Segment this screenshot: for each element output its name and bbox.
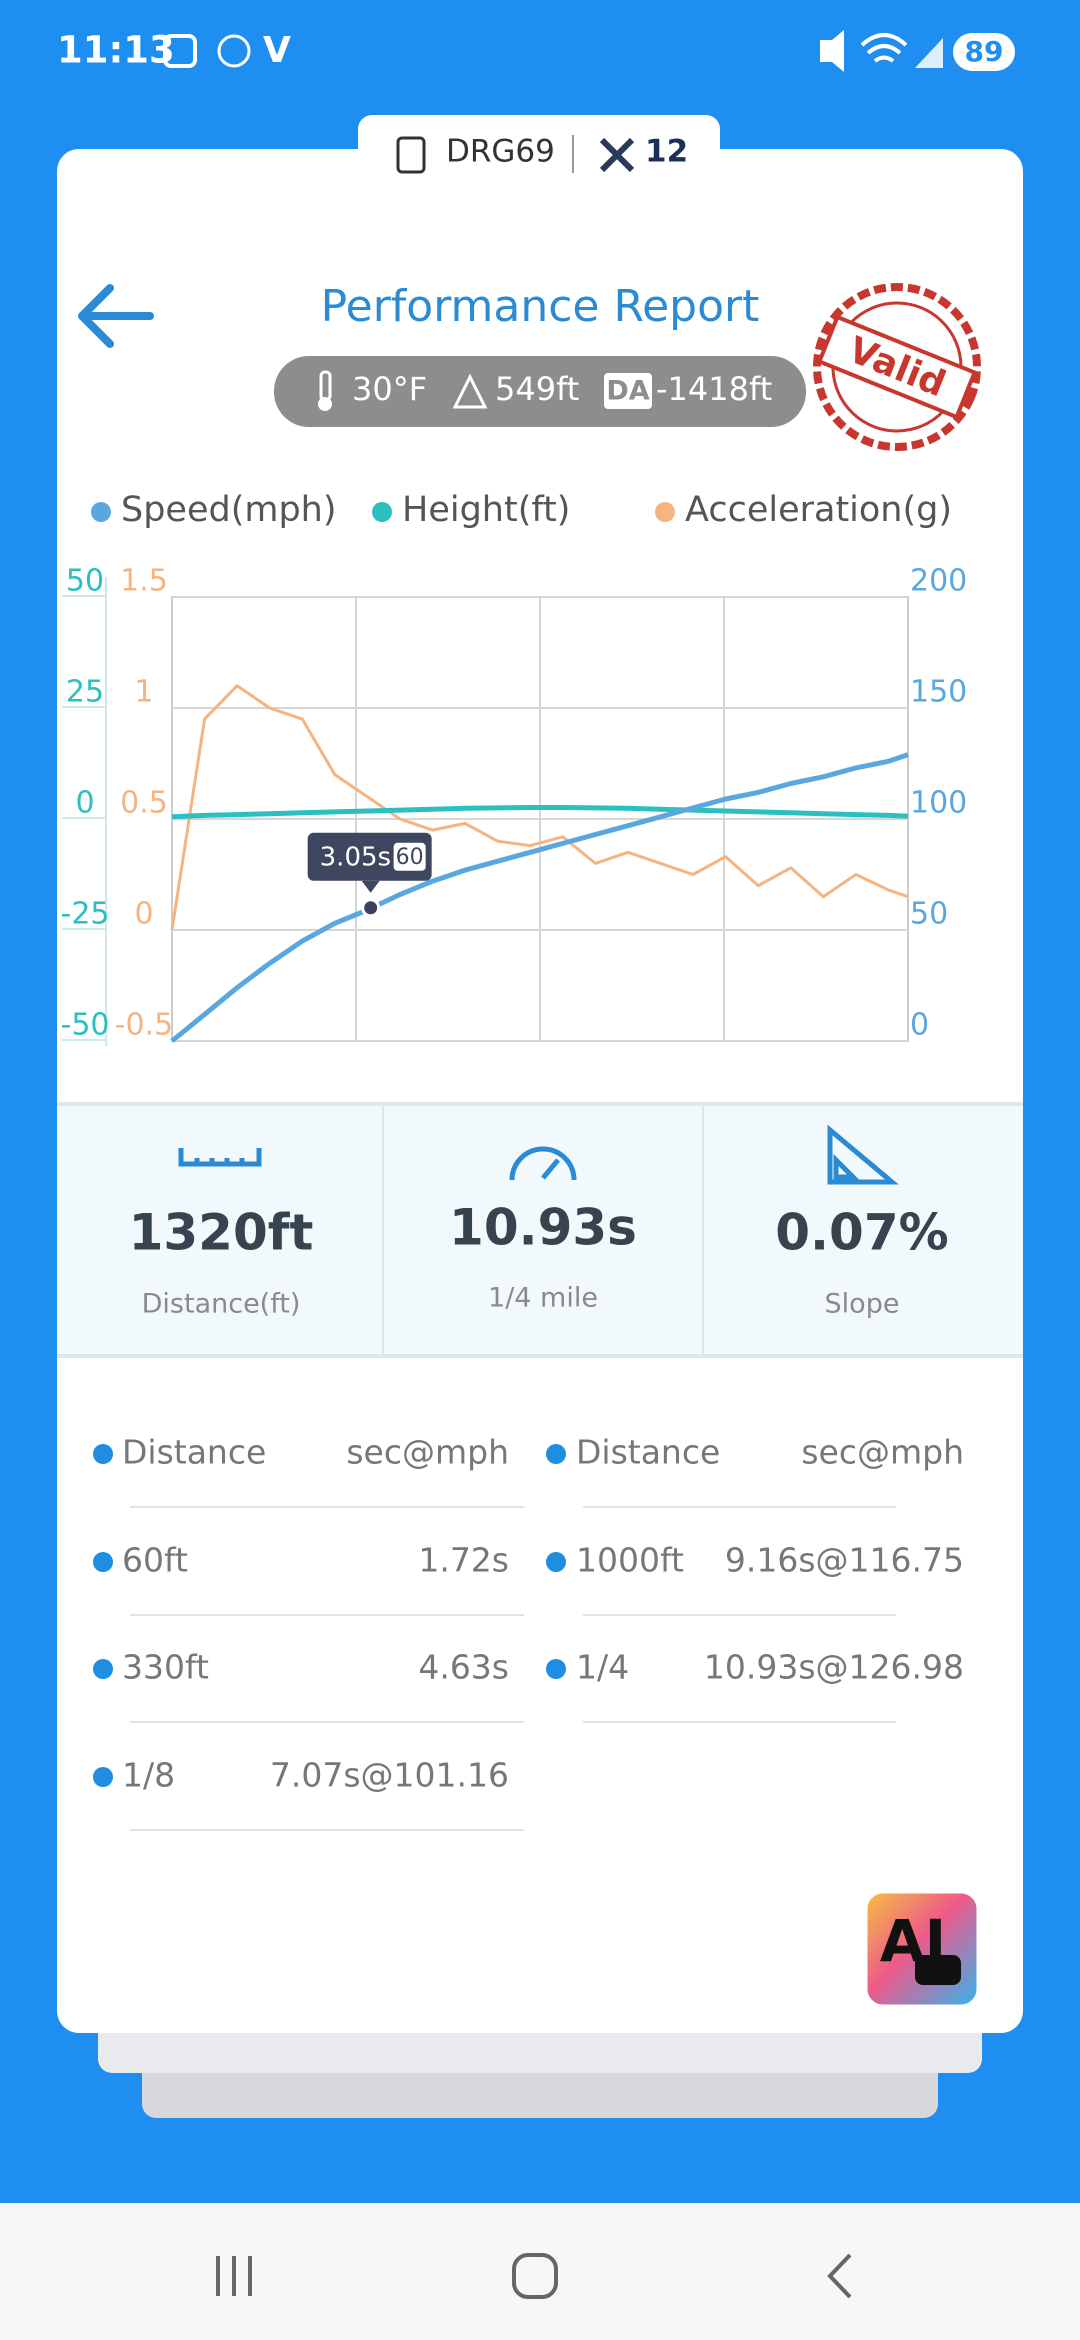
stat-value: 10.93s	[449, 1199, 637, 1257]
row-label: 1000ft	[576, 1541, 684, 1580]
row-dot	[93, 1552, 113, 1572]
row-label: Distance	[576, 1433, 720, 1472]
tick-label: 0	[75, 786, 94, 821]
row-dot	[546, 1444, 566, 1464]
battery	[953, 33, 1015, 71]
tick-label: 150	[910, 675, 967, 710]
da-label: DA	[606, 376, 649, 407]
gauge-icon	[541, 1158, 560, 1180]
stat-label: 1/4 mile	[488, 1283, 598, 1314]
tick-label: 50	[910, 897, 948, 932]
stat-label: Slope	[825, 1289, 900, 1320]
row-label: 1/4	[576, 1648, 629, 1687]
row-value: 7.07s@101.16	[270, 1756, 509, 1795]
legend-label: Acceleration(g)	[685, 490, 952, 530]
stat-label: Distance(ft)	[142, 1289, 301, 1320]
row-value: 9.16s@116.75	[725, 1541, 964, 1580]
title: Performance Report	[321, 281, 760, 332]
nav-bar	[0, 2203, 1080, 2340]
back-button[interactable]	[78, 284, 154, 348]
row-label: 330ft	[122, 1648, 209, 1687]
tooltip-time: 3.05s	[320, 842, 391, 872]
legend-dot	[91, 502, 111, 522]
tick-label: 50	[66, 564, 104, 599]
wifi-icon	[860, 33, 908, 63]
series-line	[170, 752, 909, 1043]
nav-home[interactable]	[512, 2253, 558, 2299]
device-icon	[396, 136, 426, 174]
mute-icon	[820, 30, 844, 72]
device-name: DRG69	[446, 134, 555, 170]
row-value: sec@mph	[346, 1433, 509, 1472]
legend-label: Speed(mph)	[121, 490, 337, 530]
card	[57, 149, 1023, 2033]
nav-recents[interactable]	[216, 2256, 252, 2296]
altitude-icon	[452, 373, 488, 409]
status-icon	[217, 34, 251, 68]
tick-label: 1.5	[120, 564, 168, 599]
stamp-band	[816, 314, 978, 420]
tick-label: 0	[910, 1008, 929, 1043]
tick-label: 100	[910, 786, 967, 821]
signal-icon	[915, 38, 943, 68]
row-value: 10.93s@126.98	[704, 1648, 964, 1687]
tick-label: 200	[910, 564, 967, 599]
stamp-ring	[813, 283, 981, 451]
tick-label: -50	[61, 1008, 110, 1043]
row-dot	[546, 1659, 566, 1679]
chart: -50 -25 0 25 50 -0.5 0 0.5 1 1.5 0 50 100 150 200 Speed…	[61, 490, 967, 1046]
legend-dot	[372, 502, 392, 522]
splits-table: Distance sec@mph Distance sec@mph 60ft 1.72s 1…	[93, 1433, 964, 1831]
density-altitude: -1418ft	[656, 370, 772, 408]
row-value: sec@mph	[801, 1433, 964, 1472]
tooltip-badge	[393, 842, 426, 871]
series-line	[170, 684, 909, 931]
row-label: Distance	[122, 1433, 266, 1472]
altitude: 549ft	[495, 370, 579, 408]
tooltip-speed: 60	[396, 845, 424, 870]
conditions-pill	[274, 356, 806, 427]
row-dot	[93, 1767, 113, 1787]
legend-label: Height(ft)	[402, 490, 570, 530]
stats-panel	[57, 1104, 1023, 1354]
row-label: 60ft	[122, 1541, 188, 1580]
thermo-icon	[318, 397, 332, 411]
stat-value: 1320ft	[129, 1204, 314, 1262]
tick-label: 1	[134, 675, 153, 710]
annotation-dot	[361, 898, 381, 918]
tooltip-pointer	[361, 880, 380, 893]
tick-label: 0	[134, 897, 153, 932]
row-value: 1.72s	[418, 1541, 509, 1580]
status-carrier: V	[263, 30, 291, 71]
tick-label: -25	[61, 897, 110, 932]
satellite-icon	[599, 137, 635, 173]
stat-value: 0.07%	[775, 1204, 948, 1262]
battery-level: 89	[965, 35, 1004, 68]
row-dot	[546, 1552, 566, 1572]
tick-label: -0.5	[115, 1008, 174, 1043]
tick-label: 25	[66, 675, 104, 710]
status-time: 11:13	[57, 29, 175, 72]
row-dot	[93, 1659, 113, 1679]
distance-icon	[178, 1148, 262, 1167]
satellite-count: 12	[645, 134, 688, 170]
row-value: 4.63s	[418, 1648, 509, 1687]
da-badge	[604, 373, 652, 409]
row-label: 1/8	[122, 1756, 175, 1795]
tick-label: 0.5	[120, 786, 168, 821]
slope-icon	[827, 1124, 899, 1185]
nav-back[interactable]	[827, 2253, 852, 2299]
status-icon	[163, 34, 197, 68]
row-dot	[93, 1444, 113, 1464]
device-pill[interactable]	[358, 115, 720, 194]
temperature: 30°F	[352, 370, 427, 408]
car-icon	[915, 1955, 961, 1985]
series-line	[171, 805, 909, 820]
legend-dot	[655, 502, 675, 522]
gauge-icon	[509, 1146, 577, 1181]
